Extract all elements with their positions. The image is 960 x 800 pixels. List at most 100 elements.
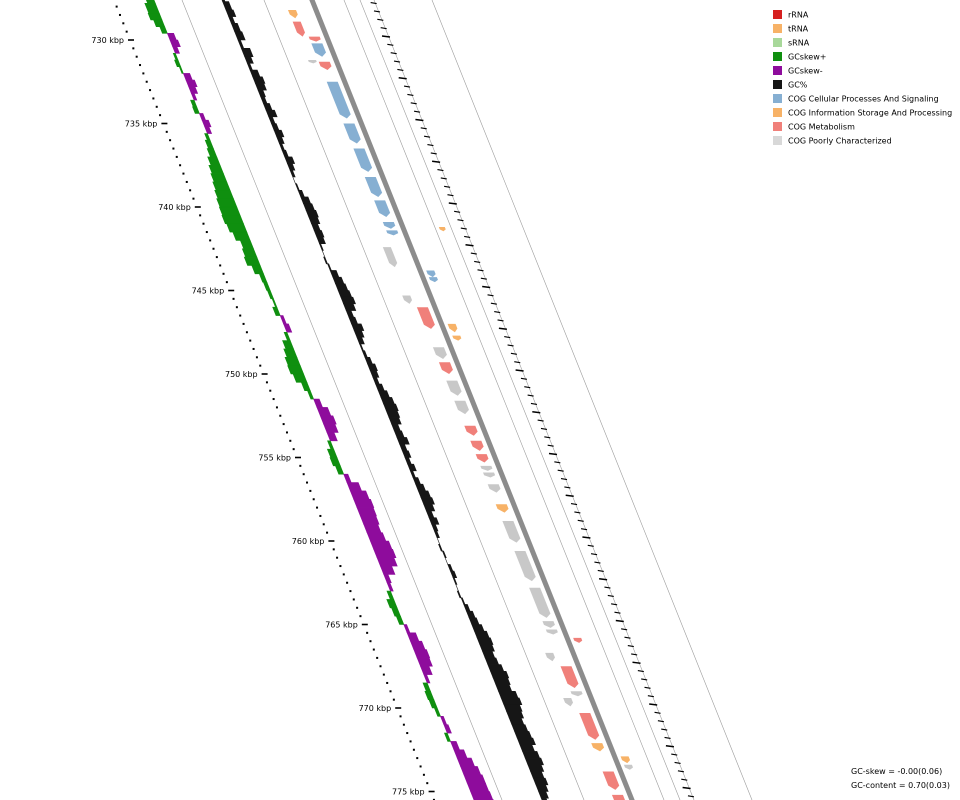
gc-skew-bar <box>416 657 433 667</box>
gc-content-bar <box>476 637 494 645</box>
scale-minor-tick <box>416 757 419 760</box>
gc-skew-bar <box>363 523 382 533</box>
outer-tick <box>565 494 574 497</box>
cog-feature-information <box>447 323 458 333</box>
gc-content-bar <box>415 483 427 492</box>
gc-content-bar <box>262 103 273 111</box>
outer-tick <box>614 611 621 614</box>
outer-tick <box>649 703 658 706</box>
gc-skew-bar <box>440 716 448 726</box>
scale-minor-tick <box>282 423 285 426</box>
cog-feature-poorly <box>545 629 558 635</box>
scale-minor-tick <box>165 130 168 133</box>
scale-minor-tick <box>225 281 228 284</box>
track-guide-line-4 <box>373 0 695 800</box>
gc-skew-bar <box>313 398 324 408</box>
gc-skew-bar <box>292 373 308 383</box>
scale-minor-tick <box>192 197 195 200</box>
gc-skew-bar <box>208 164 224 174</box>
gc-skew-bar <box>266 290 274 300</box>
scale-minor-tick <box>432 798 435 800</box>
legend-label: GCskew- <box>788 67 823 76</box>
gc-content-bar <box>300 196 312 204</box>
legend: rRNA tRNA sRNA GCskew+ GCskew- GC% COG Cellula… <box>773 10 952 146</box>
scale-minor-tick <box>159 114 162 117</box>
gc-content-bar <box>308 216 321 224</box>
legend-label: COG Cellular Processes And Signaling <box>788 95 939 104</box>
gc-skew-bar <box>413 649 431 659</box>
outer-tick <box>507 344 514 347</box>
backbone-line <box>309 0 635 800</box>
outer-tick <box>577 519 584 522</box>
gc-skew-bar <box>241 248 258 258</box>
gc-skew-bar <box>190 99 198 108</box>
gc-content-bar <box>351 323 365 331</box>
cog-feature-metabolism <box>560 666 579 688</box>
gc-skew-bar <box>198 113 207 121</box>
scale-minor-tick <box>265 381 268 384</box>
gc-content-bar <box>511 724 529 732</box>
gc-skew-bar <box>153 19 166 27</box>
cog-feature-metabolism <box>573 637 583 643</box>
gc-content-bar <box>313 230 325 238</box>
gc-content-bar <box>444 557 449 565</box>
gc-content-stat: GC-content = 0.70(0.03) <box>851 781 950 790</box>
scale-minor-tick <box>272 398 275 401</box>
gc-content-bar <box>252 76 266 84</box>
legend-label: COG Poorly Characterized <box>788 137 892 146</box>
gc-content-bar <box>260 96 268 104</box>
gc-content-bar <box>225 9 237 17</box>
scale-label-730-kbp: 730 kbp <box>91 36 124 45</box>
scale-minor-tick <box>115 5 118 8</box>
gc-content-bar <box>321 250 326 258</box>
gc-content-bar <box>270 123 280 131</box>
gc-content-bar <box>228 16 236 24</box>
outer-tick <box>482 285 491 289</box>
outer-tick <box>398 77 407 80</box>
outer-tick <box>454 210 461 213</box>
gc-content-bar <box>254 83 267 91</box>
scale-minor-tick <box>139 64 142 67</box>
scale-minor-tick <box>306 481 309 484</box>
gc-skew-bar <box>403 624 411 634</box>
gc-skew-bar <box>216 198 238 208</box>
cog-feature-poorly <box>514 551 536 582</box>
outer-tick <box>524 386 531 389</box>
outer-tick <box>515 369 524 372</box>
gc-content-bar <box>273 129 285 138</box>
gc-content-bar <box>404 457 412 465</box>
track-guide-line-2 <box>343 0 665 800</box>
gc-skew-bar <box>356 507 377 517</box>
gc-content-bar <box>281 149 289 158</box>
track-guide-lines <box>181 0 753 800</box>
scale-minor-tick <box>366 631 369 634</box>
outer-tick <box>587 544 594 547</box>
kbp-scale: 730 kbp 735 kbp 740 kbp 745 kbp 750 kbp 755 k… <box>91 5 435 800</box>
outer-tick <box>604 586 611 589</box>
gc-skew-bar <box>349 490 370 500</box>
gc-content-bar <box>348 316 359 325</box>
gc-content-bar <box>484 657 500 665</box>
gc-content-bar <box>377 390 390 398</box>
gc-skew-bar <box>207 156 221 166</box>
gc-content-bar <box>431 523 439 532</box>
gc-skew-bar <box>376 557 398 567</box>
outer-tick <box>407 93 414 96</box>
scale-minor-tick <box>392 698 395 701</box>
scale-minor-tick <box>379 665 382 668</box>
scale-minor-tick <box>232 297 235 300</box>
scale-minor-tick <box>132 47 135 50</box>
scale-minor-tick <box>275 406 278 409</box>
gc-skew-bar <box>251 265 264 275</box>
gc-skew-bar <box>145 0 156 4</box>
gc-content-bar <box>482 650 496 659</box>
scale-label-775-kbp: 775 kbp <box>392 788 425 797</box>
gc-content-bar <box>343 303 357 311</box>
gc-content-bar <box>538 791 549 799</box>
outer-tick <box>544 436 551 439</box>
gc-content-bar <box>519 744 536 752</box>
gc-content-bar <box>305 210 319 218</box>
outer-tick <box>490 302 497 305</box>
scale-minor-tick <box>249 339 252 342</box>
gc-skew-bar <box>428 699 438 709</box>
